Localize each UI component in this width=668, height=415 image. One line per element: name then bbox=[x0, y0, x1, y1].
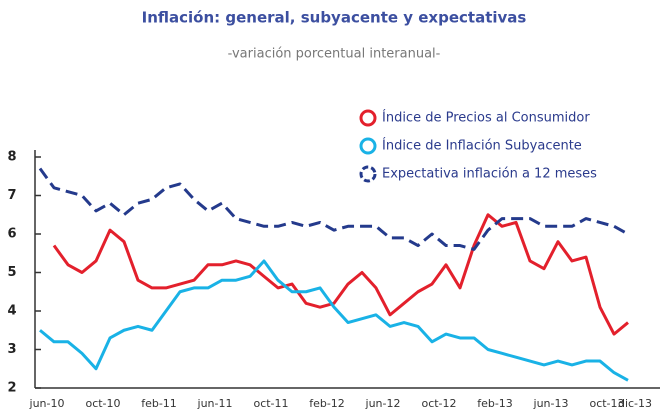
x-tick-label: jun-10 bbox=[29, 397, 65, 410]
chart-title: Inflación: general, subyacente y expecta… bbox=[142, 9, 527, 27]
series-line bbox=[39, 259, 629, 382]
legend-icon bbox=[359, 109, 377, 127]
x-tick-label: oct-10 bbox=[85, 397, 120, 410]
legend-label: Índice de Inflación Subyacente bbox=[382, 138, 582, 154]
x-tick-label: feb-12 bbox=[309, 397, 345, 410]
x-tick-label: jun-11 bbox=[197, 397, 233, 410]
x-tick-label: jun-13 bbox=[533, 397, 569, 410]
y-tick-label: 2 bbox=[7, 381, 16, 396]
x-tick-label: jun-12 bbox=[365, 397, 401, 410]
x-tick-label: dic-13 bbox=[618, 397, 652, 410]
x-tick-label: oct-13 bbox=[589, 397, 624, 410]
legend-icon bbox=[359, 137, 377, 155]
x-tick-label: oct-11 bbox=[253, 397, 288, 410]
y-tick-label: 5 bbox=[7, 265, 16, 280]
y-tick-label: 7 bbox=[7, 188, 16, 203]
y-tick-label: 3 bbox=[7, 342, 16, 357]
y-tick-label: 6 bbox=[7, 227, 16, 242]
series-line bbox=[38, 167, 629, 251]
legend-icon bbox=[359, 165, 377, 183]
y-tick-label: 8 bbox=[7, 150, 16, 165]
chart-subtitle: -variación porcentual interanual- bbox=[228, 47, 441, 62]
legend-label: Expectativa inflación a 12 meses bbox=[382, 167, 597, 182]
series-line bbox=[52, 213, 629, 336]
x-tick-label: feb-13 bbox=[477, 397, 513, 410]
y-tick-label: 4 bbox=[7, 304, 16, 319]
x-tick-label: oct-12 bbox=[421, 397, 456, 410]
legend-label: Índice de Precios al Consumidor bbox=[382, 110, 590, 126]
x-tick-label: feb-11 bbox=[141, 397, 177, 410]
